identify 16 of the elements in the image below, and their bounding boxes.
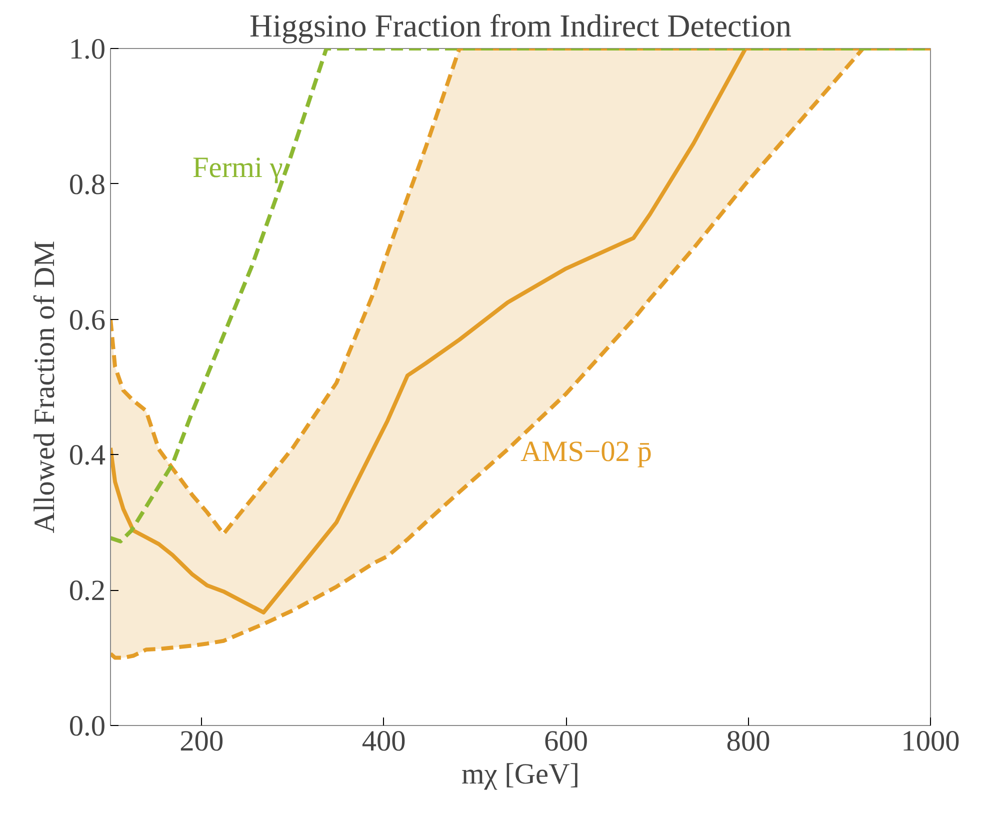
- x-tick-label: 800: [726, 726, 770, 758]
- y-axis-title: Allowed Fraction of DM: [28, 240, 61, 534]
- x-tick-label: 600: [544, 726, 588, 758]
- series-label: Fermi γ: [192, 152, 283, 184]
- x-tick-label: 1000: [901, 726, 960, 758]
- y-tick-label: 0.2: [68, 575, 106, 608]
- y-tick-label: 1.0: [68, 34, 106, 66]
- text: AMS−02 p̄: [520, 436, 652, 468]
- chart-title: Higgsino Fraction from Indirect Detection: [249, 8, 792, 44]
- y-tick-label: 0.0: [68, 710, 106, 742]
- x-axis-title: mχ [GeV]: [461, 758, 580, 790]
- y-tick-label: 0.8: [68, 168, 106, 201]
- y-tick-label: 0.4: [68, 440, 106, 472]
- y-tick-label: 0.6: [68, 304, 106, 336]
- x-tick-label: 400: [362, 726, 406, 758]
- x-tick-label: 200: [180, 726, 224, 758]
